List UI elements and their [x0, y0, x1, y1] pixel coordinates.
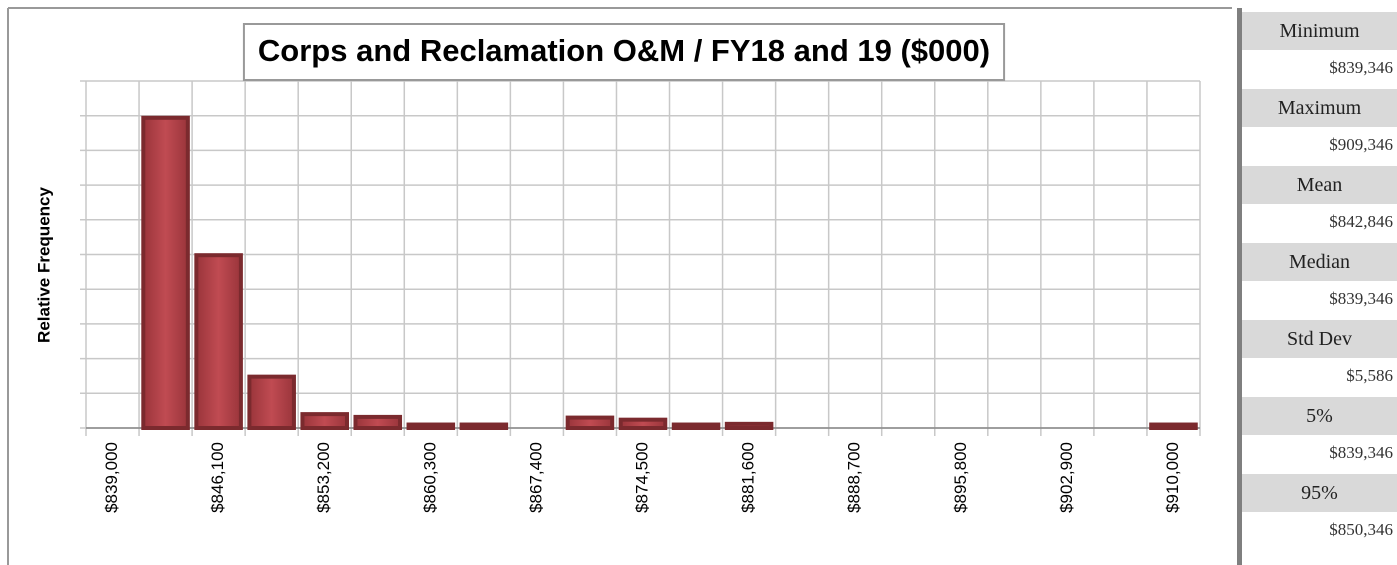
- bar: [300, 412, 349, 430]
- stat-label: Std Dev: [1242, 320, 1397, 358]
- chart: Relative Frequency $839,000 $846,100 $853,…: [7, 7, 1232, 565]
- bar: [141, 115, 190, 430]
- bar: [671, 422, 721, 430]
- stat-label: 95%: [1242, 474, 1397, 512]
- x-tick-label: $888,700: [845, 442, 864, 513]
- stat-label: Median: [1242, 243, 1397, 281]
- chart-title: Corps and Reclamation O&M / FY18 and 19 …: [258, 33, 990, 68]
- x-tick-label: $874,500: [632, 442, 651, 513]
- bar: [353, 414, 403, 430]
- y-axis-title: Relative Frequency: [34, 187, 53, 343]
- stat-label: Minimum: [1242, 12, 1397, 50]
- stat-value: $842,846: [1329, 212, 1393, 231]
- bar: [1149, 422, 1198, 430]
- bar: [565, 415, 615, 430]
- stat-value: $850,346: [1329, 520, 1393, 539]
- x-tick-label: $895,800: [951, 442, 970, 513]
- bar: [459, 422, 509, 430]
- x-tick-label: $881,600: [739, 442, 758, 513]
- x-tick-label: $853,200: [314, 442, 333, 513]
- bar: [194, 253, 243, 430]
- stat-label: Maximum: [1242, 89, 1397, 127]
- stat-value: $839,346: [1329, 289, 1393, 308]
- stat-value: $5,586: [1346, 366, 1393, 385]
- x-tick-label: $860,300: [420, 442, 439, 513]
- stat-value: $839,346: [1329, 58, 1393, 77]
- title-box: [242, 23, 1006, 81]
- x-tick-label: $839,000: [102, 442, 121, 513]
- x-tick-label: $846,100: [208, 442, 227, 513]
- stat-label: Mean: [1242, 166, 1397, 204]
- stats-panel: Minimum $839,346 Maximum $909,346 Mean $842,8…: [1237, 8, 1397, 565]
- x-tick-label: $902,900: [1057, 442, 1076, 513]
- bar: [406, 422, 456, 430]
- bar: [618, 417, 668, 430]
- stat-label: 5%: [1242, 397, 1397, 435]
- stat-value: $909,346: [1329, 135, 1393, 154]
- stat-value: $839,346: [1329, 443, 1393, 462]
- bar: [724, 421, 774, 430]
- bar: [247, 374, 296, 431]
- x-tick-label: $867,400: [526, 442, 545, 513]
- x-tick-label: $910,000: [1163, 442, 1182, 513]
